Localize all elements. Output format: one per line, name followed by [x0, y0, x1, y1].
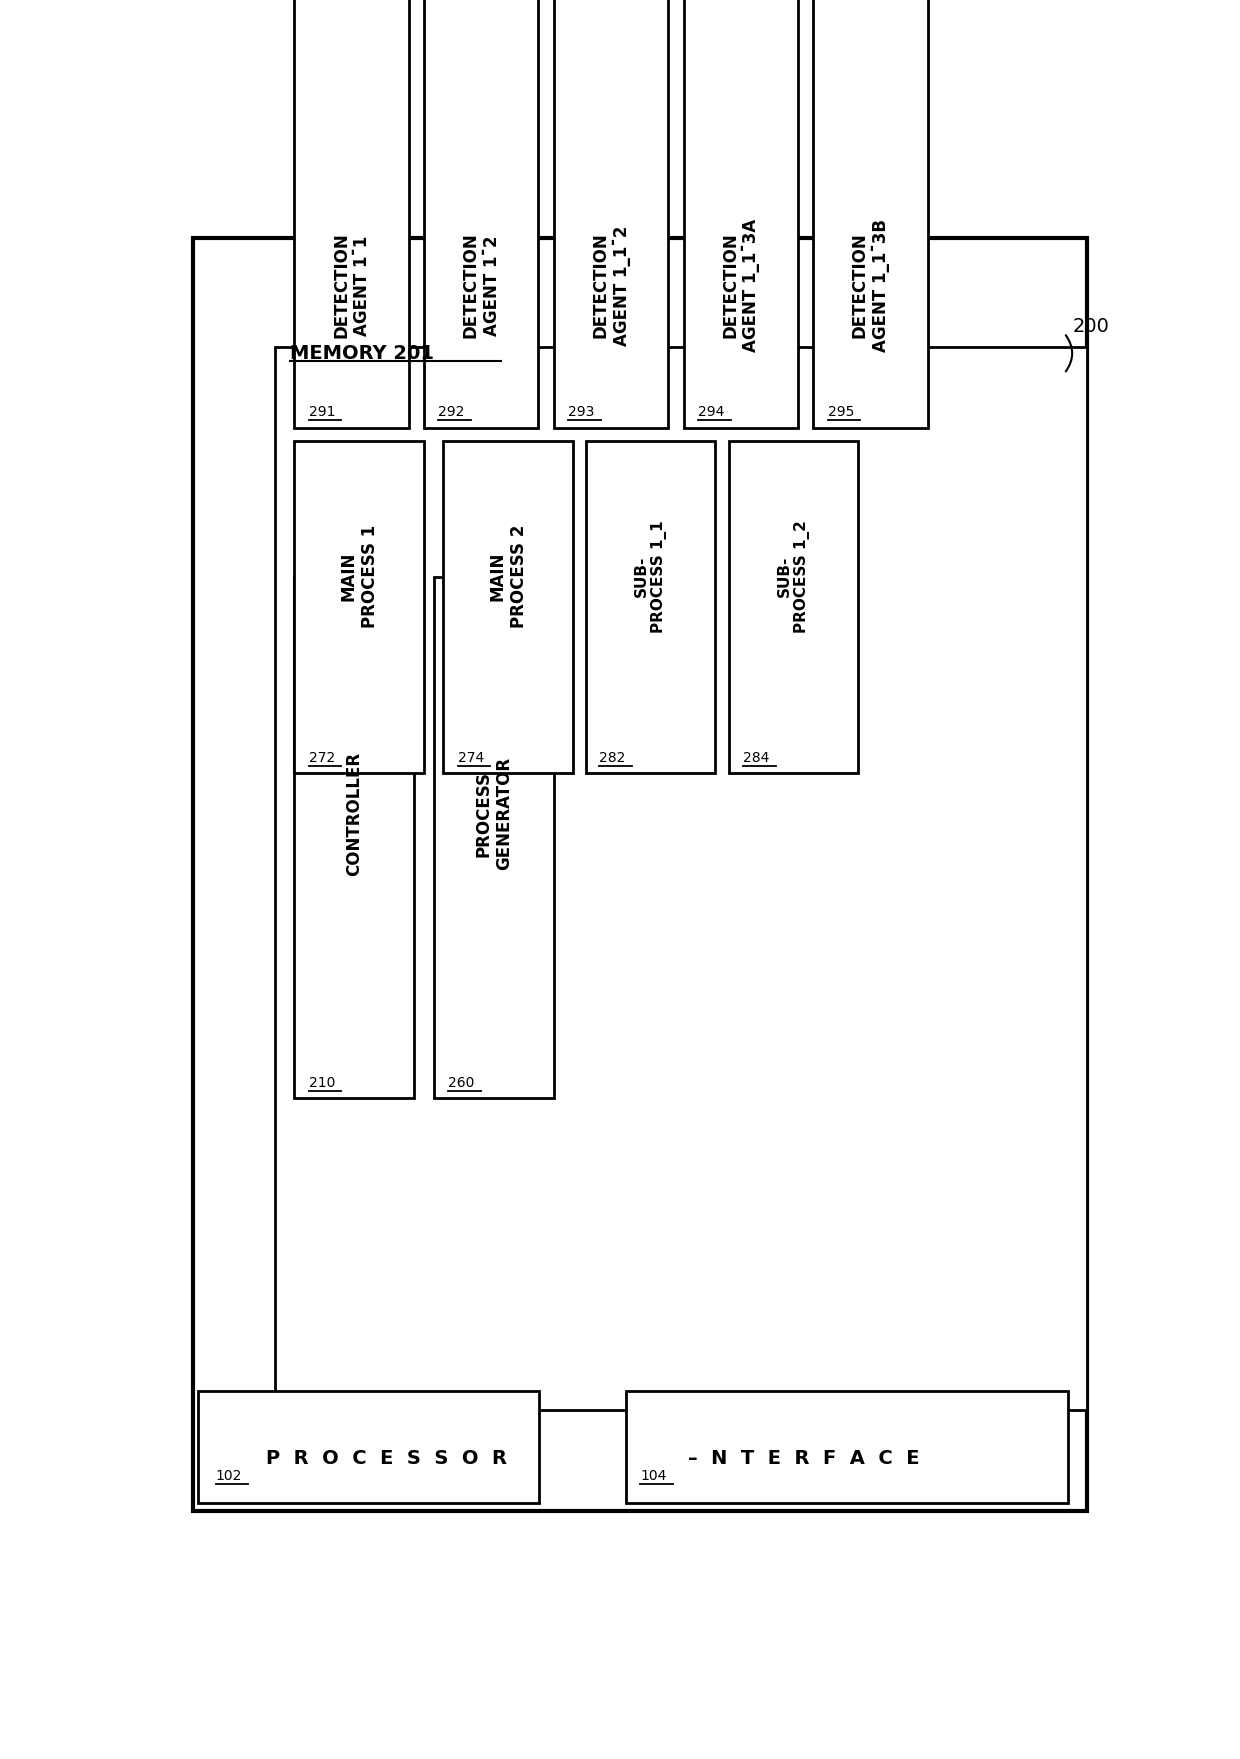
Text: –  N  T  E  R  F  A  C  E: – N T E R F A C E: [688, 1449, 920, 1469]
Text: 282: 282: [599, 751, 625, 765]
Bar: [444, 442, 573, 774]
Bar: [294, 442, 424, 774]
Bar: [585, 442, 715, 774]
Text: 200: 200: [1073, 317, 1110, 336]
Text: 294: 294: [698, 405, 724, 419]
Text: SUB-
PROCESS 1_2: SUB- PROCESS 1_2: [777, 521, 810, 633]
Bar: [729, 442, 858, 774]
Text: MAIN
PROCESS 1: MAIN PROCESS 1: [340, 526, 378, 628]
Text: 291: 291: [309, 405, 335, 419]
Text: 284: 284: [743, 751, 770, 765]
Text: 274: 274: [458, 751, 484, 765]
Text: 260: 260: [448, 1077, 475, 1091]
Text: DETECTION
AGENT 1_1¯3A: DETECTION AGENT 1_1¯3A: [722, 218, 760, 352]
Bar: [275, 347, 1087, 1409]
Bar: [554, 0, 668, 427]
Text: CONTROLLER: CONTROLLER: [346, 751, 363, 876]
Text: MEMORY 201: MEMORY 201: [290, 343, 434, 362]
Text: DETECTION
AGENT 1_1¯2: DETECTION AGENT 1_1¯2: [591, 225, 630, 347]
Text: DETECTION
AGENT 1_1¯3B: DETECTION AGENT 1_1¯3B: [851, 220, 890, 352]
Text: 272: 272: [309, 751, 335, 765]
Bar: [683, 0, 797, 427]
Text: DETECTION
AGENT 1¯2: DETECTION AGENT 1¯2: [461, 232, 501, 338]
Bar: [198, 1391, 539, 1504]
Text: 210: 210: [309, 1077, 335, 1091]
Text: MAIN
PROCESS 2: MAIN PROCESS 2: [489, 526, 527, 628]
Bar: [434, 577, 554, 1098]
Text: PROCESS
GENERATOR: PROCESS GENERATOR: [475, 756, 513, 871]
Text: P  R  O  C  E  S  S  O  R: P R O C E S S O R: [265, 1449, 506, 1469]
Text: 293: 293: [568, 405, 595, 419]
Bar: [294, 577, 414, 1098]
Text: DETECTION
AGENT 1¯1: DETECTION AGENT 1¯1: [332, 232, 371, 338]
Text: 295: 295: [828, 405, 854, 419]
Bar: [626, 1391, 1068, 1504]
Bar: [813, 0, 928, 427]
Text: 102: 102: [216, 1469, 242, 1483]
Text: 292: 292: [439, 405, 465, 419]
Bar: [424, 0, 538, 427]
Text: 104: 104: [640, 1469, 667, 1483]
Text: SUB-
PROCESS 1_1: SUB- PROCESS 1_1: [634, 521, 667, 633]
Bar: [294, 0, 409, 427]
